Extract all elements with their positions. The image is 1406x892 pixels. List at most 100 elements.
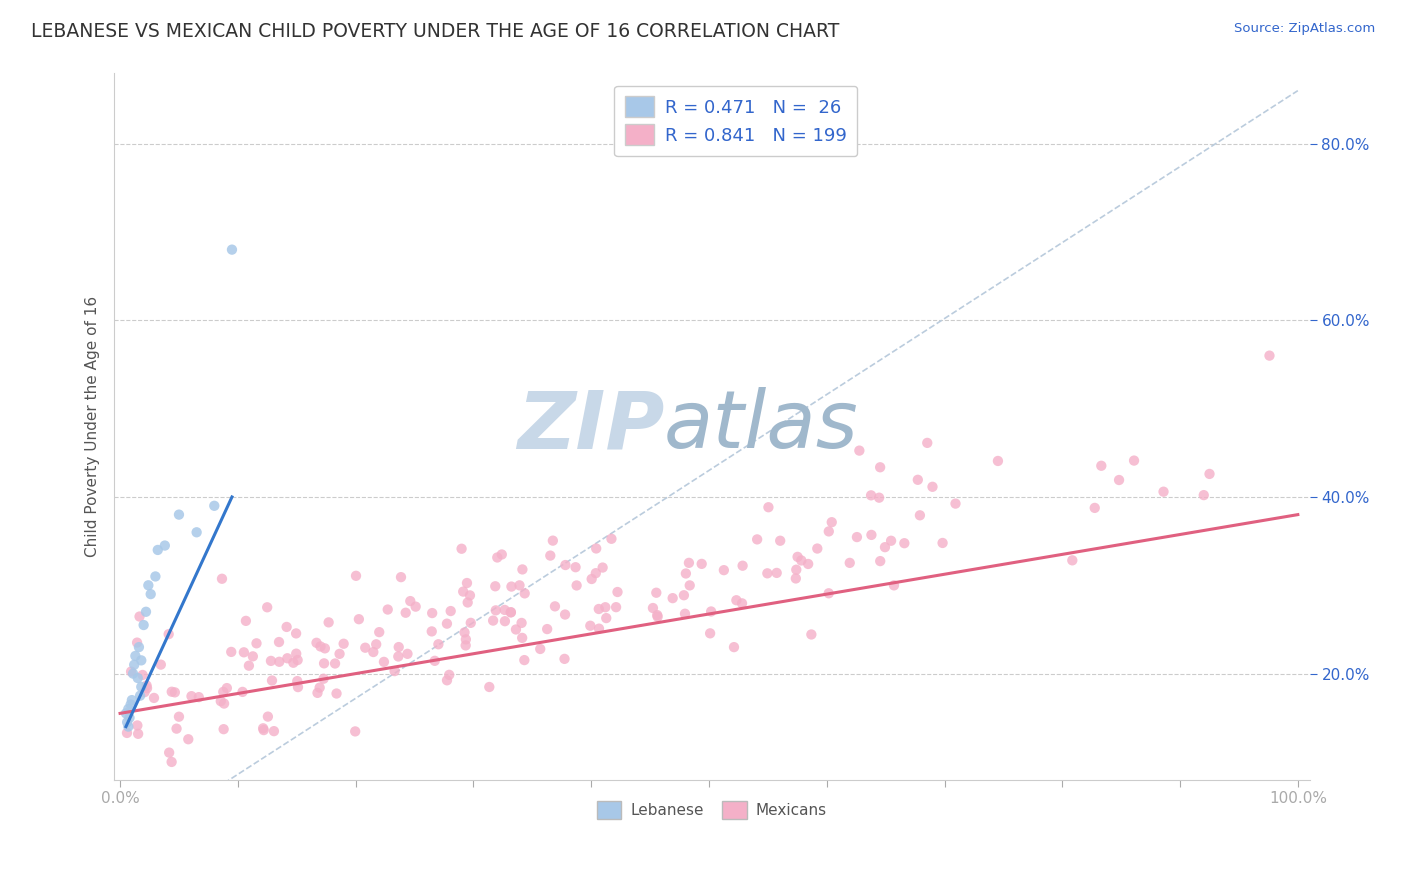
Point bbox=[120, 665, 142, 679]
Point bbox=[817, 586, 839, 600]
Point bbox=[765, 566, 787, 580]
Point bbox=[510, 615, 533, 630]
Point bbox=[127, 718, 149, 732]
Point bbox=[747, 533, 769, 547]
Point bbox=[136, 681, 159, 696]
Point bbox=[485, 603, 508, 617]
Point bbox=[436, 616, 458, 631]
Point bbox=[1108, 473, 1130, 487]
Point bbox=[907, 473, 929, 487]
Point bbox=[373, 655, 395, 669]
Point bbox=[1153, 484, 1175, 499]
Point bbox=[917, 436, 939, 450]
Point bbox=[209, 694, 232, 708]
Point bbox=[1198, 467, 1220, 481]
Point bbox=[785, 571, 807, 585]
Point bbox=[128, 640, 150, 654]
Point bbox=[723, 640, 745, 654]
Point bbox=[817, 524, 839, 539]
Point bbox=[212, 722, 235, 736]
Point bbox=[253, 723, 276, 737]
Point bbox=[387, 649, 409, 664]
Point bbox=[699, 626, 721, 640]
Point bbox=[129, 680, 152, 694]
Point bbox=[579, 619, 602, 633]
Point bbox=[318, 615, 340, 630]
Point bbox=[478, 680, 501, 694]
Point bbox=[595, 611, 617, 625]
Point bbox=[585, 566, 607, 581]
Point bbox=[325, 686, 347, 700]
Point bbox=[454, 632, 477, 647]
Point bbox=[202, 499, 225, 513]
Point bbox=[363, 645, 385, 659]
Point bbox=[987, 454, 1010, 468]
Point bbox=[508, 578, 530, 592]
Point bbox=[285, 647, 308, 661]
Point bbox=[120, 698, 142, 712]
Point bbox=[700, 605, 723, 619]
Point bbox=[690, 557, 713, 571]
Point bbox=[312, 672, 335, 686]
Point bbox=[564, 560, 586, 574]
Point bbox=[269, 655, 291, 669]
Point bbox=[675, 566, 697, 581]
Text: Source: ZipAtlas.com: Source: ZipAtlas.com bbox=[1234, 22, 1375, 36]
Point bbox=[456, 576, 478, 591]
Point bbox=[138, 578, 160, 592]
Point bbox=[115, 706, 138, 721]
Point bbox=[396, 647, 419, 661]
Point bbox=[931, 536, 953, 550]
Point bbox=[323, 657, 346, 671]
Point bbox=[838, 556, 860, 570]
Point bbox=[1123, 453, 1146, 467]
Point bbox=[285, 674, 308, 689]
Point bbox=[399, 594, 422, 608]
Point bbox=[501, 580, 523, 594]
Point bbox=[672, 588, 695, 602]
Point bbox=[187, 690, 209, 705]
Point bbox=[146, 543, 169, 558]
Point bbox=[1258, 349, 1281, 363]
Point bbox=[329, 647, 352, 661]
Point bbox=[128, 609, 150, 624]
Point bbox=[554, 558, 576, 572]
Point bbox=[713, 563, 735, 577]
Point bbox=[806, 541, 828, 556]
Point bbox=[122, 666, 145, 681]
Point bbox=[134, 685, 156, 699]
Point bbox=[1090, 458, 1112, 473]
Point bbox=[395, 606, 418, 620]
Point bbox=[256, 600, 278, 615]
Point bbox=[661, 591, 683, 606]
Point bbox=[127, 635, 149, 649]
Point bbox=[160, 684, 183, 698]
Point bbox=[460, 615, 482, 630]
Point bbox=[494, 603, 516, 617]
Point bbox=[124, 648, 146, 663]
Point bbox=[231, 685, 253, 699]
Point bbox=[135, 605, 157, 619]
Point bbox=[595, 600, 617, 615]
Point bbox=[242, 649, 264, 664]
Point bbox=[554, 652, 576, 666]
Point bbox=[554, 607, 576, 622]
Point bbox=[585, 541, 607, 556]
Point bbox=[1084, 500, 1107, 515]
Point bbox=[491, 548, 513, 562]
Point bbox=[1062, 553, 1084, 567]
Point bbox=[267, 635, 290, 649]
Point bbox=[450, 541, 472, 556]
Point bbox=[308, 681, 330, 695]
Point bbox=[437, 668, 460, 682]
Point bbox=[588, 622, 610, 636]
Point bbox=[848, 443, 870, 458]
Point bbox=[600, 532, 623, 546]
Point bbox=[344, 724, 367, 739]
Point bbox=[538, 549, 561, 563]
Point bbox=[647, 609, 669, 624]
Point bbox=[127, 727, 149, 741]
Point bbox=[921, 480, 943, 494]
Point bbox=[307, 686, 329, 700]
Point bbox=[260, 673, 283, 688]
